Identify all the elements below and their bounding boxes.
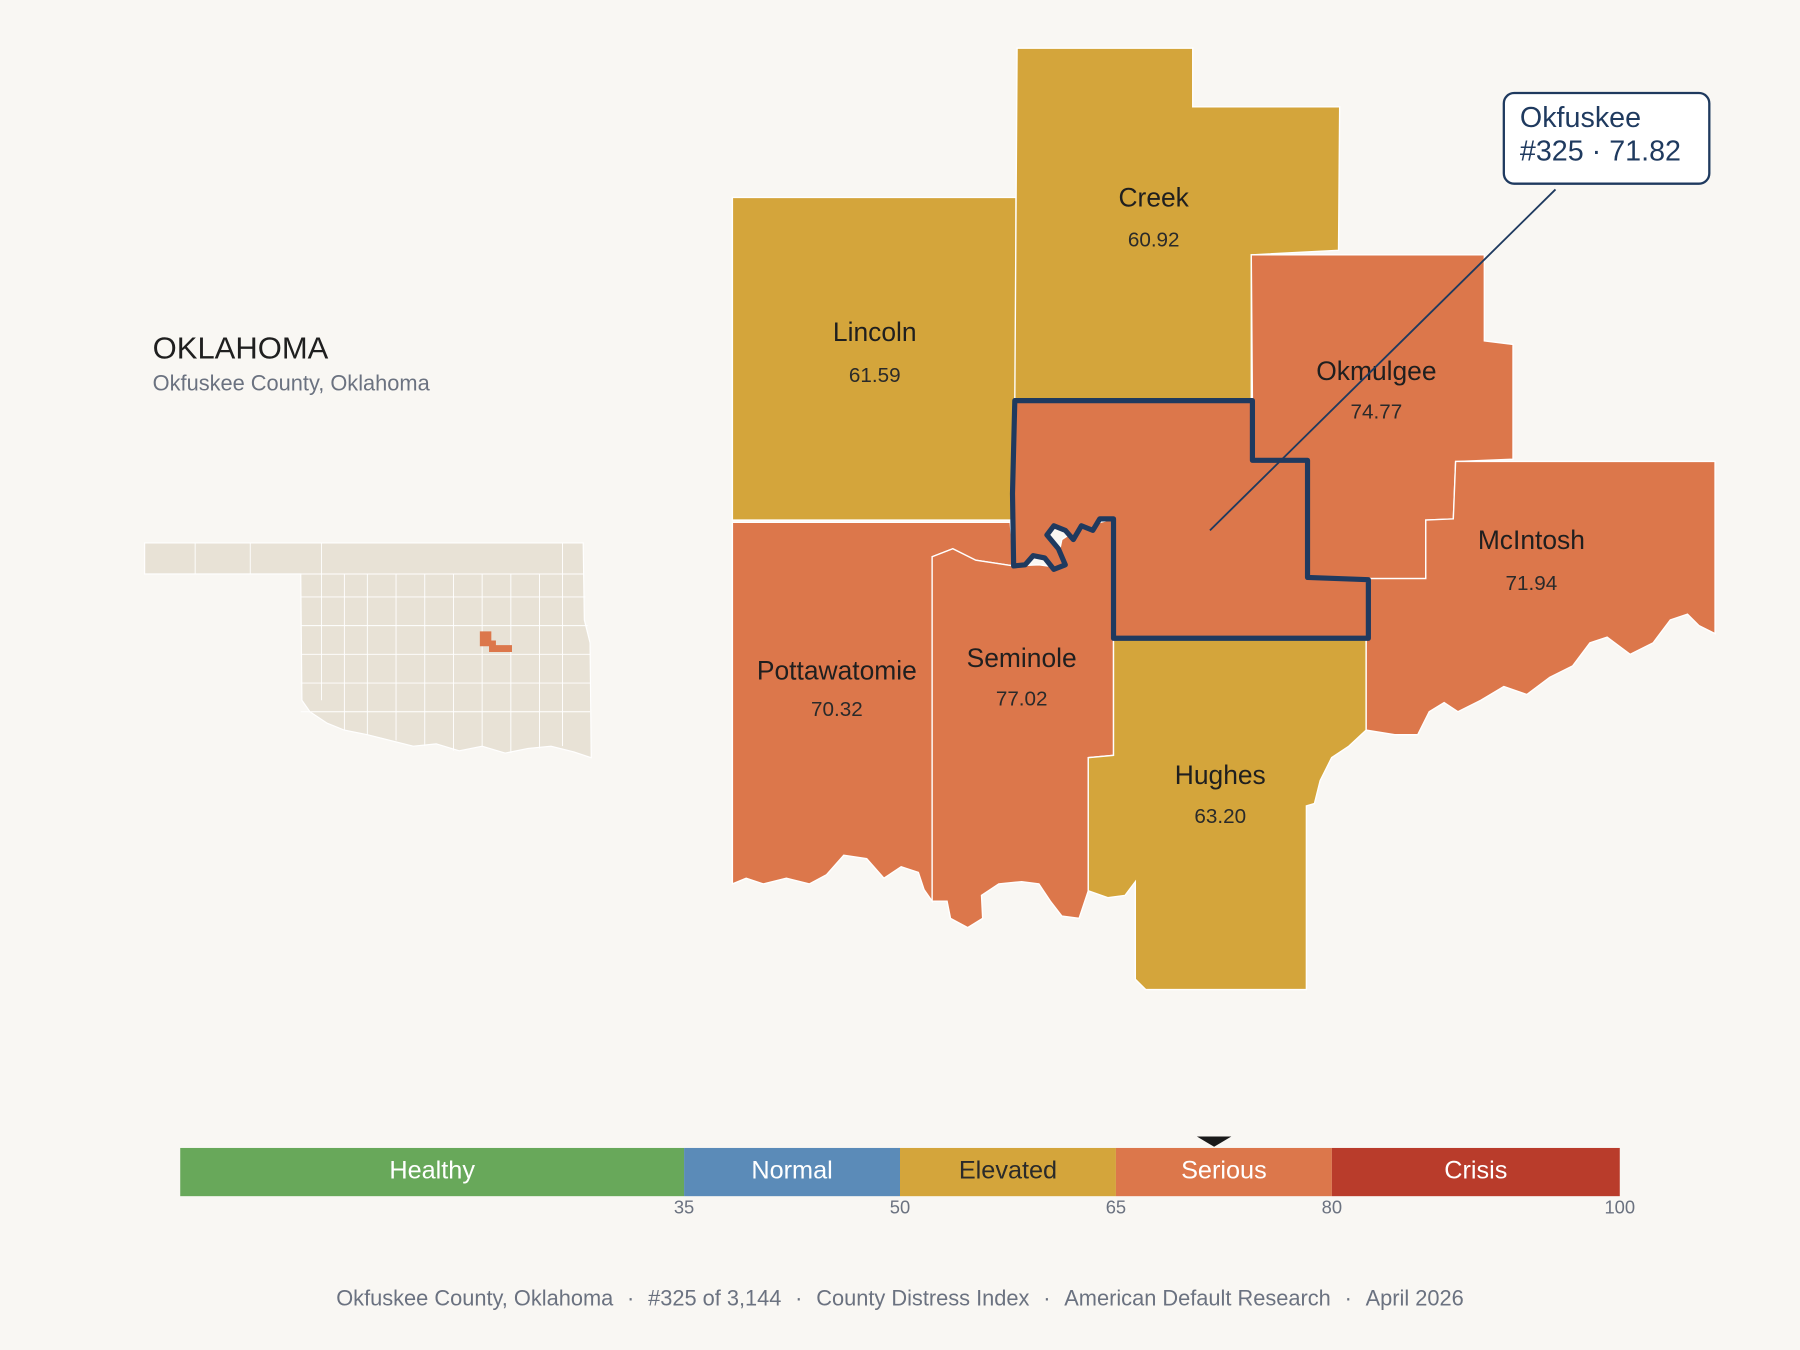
county-name: Pottawatomie bbox=[757, 656, 917, 686]
callout-detail: #325 · 71.82 bbox=[1520, 135, 1681, 167]
county-value: 61.59 bbox=[849, 364, 901, 387]
county-shape bbox=[931, 517, 1115, 929]
scale-band bbox=[1331, 1147, 1620, 1197]
footer-part: County Distress Index bbox=[816, 1285, 1029, 1310]
scale-band-label: Crisis bbox=[1444, 1157, 1507, 1185]
scale: Healthy Normal Elevated Serious Crisis 35 50 65… bbox=[180, 1136, 1635, 1218]
county-name: Hughes bbox=[1175, 760, 1266, 790]
state-focus-county bbox=[479, 631, 512, 653]
footer: Okfuskee County, Oklahoma · #325 of 3,144 ·… bbox=[336, 1285, 1464, 1310]
scale-band-label: Serious bbox=[1181, 1157, 1267, 1185]
scale-band bbox=[900, 1147, 1116, 1197]
scale-tick-label: 100 bbox=[1604, 1197, 1635, 1218]
county-value: 74.77 bbox=[1351, 401, 1403, 424]
county-name: McIntosh bbox=[1478, 525, 1585, 555]
county-shape bbox=[1087, 637, 1367, 991]
scale-marker bbox=[1196, 1136, 1232, 1147]
county-name: Lincoln bbox=[833, 317, 917, 347]
footer-part: American Default Research bbox=[1064, 1285, 1331, 1310]
state-inset bbox=[144, 542, 592, 759]
scale-band-label: Healthy bbox=[389, 1157, 475, 1185]
county-shape bbox=[731, 196, 1017, 521]
callout-leader bbox=[1209, 188, 1557, 532]
scale-tick-label: 50 bbox=[890, 1197, 910, 1218]
county-name: Okmulgee bbox=[1316, 356, 1436, 386]
callout-box bbox=[1502, 91, 1711, 185]
title: OKLAHOMA bbox=[153, 330, 329, 365]
footer-part: Okfuskee County, Oklahoma bbox=[336, 1285, 614, 1310]
subtitle: Okfuskee County, Oklahoma bbox=[153, 370, 431, 395]
focus-county bbox=[1009, 398, 1371, 641]
county-value: 77.02 bbox=[996, 688, 1048, 711]
scale-band bbox=[1115, 1147, 1332, 1197]
callout-name: Okfuskee bbox=[1520, 102, 1641, 134]
county-value: 71.94 bbox=[1506, 572, 1558, 595]
inset-county-lines bbox=[194, 542, 591, 754]
footer-separator: · bbox=[1043, 1285, 1050, 1310]
county-value: 60.92 bbox=[1128, 229, 1180, 252]
footer-separator: · bbox=[795, 1285, 802, 1310]
scale-tick-label: 65 bbox=[1106, 1197, 1126, 1218]
scale-tick-label: 80 bbox=[1322, 1197, 1342, 1218]
footer-separator: · bbox=[1345, 1285, 1352, 1310]
county-value: 63.20 bbox=[1194, 805, 1246, 828]
scale-band bbox=[180, 1147, 685, 1197]
county-name: Seminole bbox=[967, 643, 1077, 673]
scale-band-label: Normal bbox=[751, 1157, 832, 1185]
footer-part: April 2026 bbox=[1366, 1285, 1464, 1310]
scale-band-label: Elevated bbox=[959, 1157, 1057, 1185]
scale-tick-label: 35 bbox=[674, 1197, 694, 1218]
footer-separator: · bbox=[627, 1285, 634, 1310]
footer-part: #325 of 3,144 bbox=[648, 1285, 781, 1310]
county-value: 70.32 bbox=[811, 698, 863, 721]
county-name: Creek bbox=[1118, 183, 1189, 213]
scale-band bbox=[684, 1147, 900, 1197]
